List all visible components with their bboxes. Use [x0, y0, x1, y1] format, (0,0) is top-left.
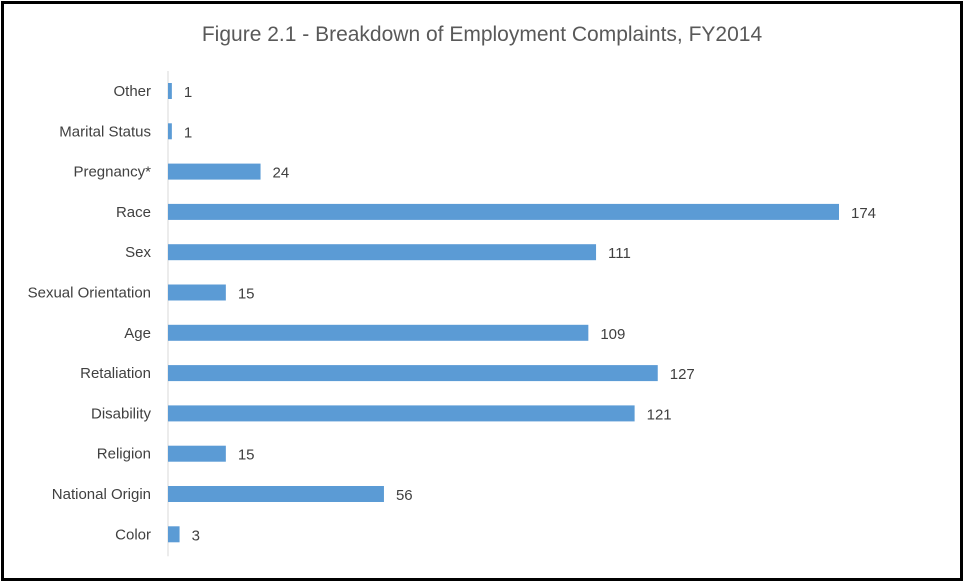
category-label: Disability — [91, 405, 152, 422]
bar — [168, 83, 172, 99]
category-label: Pregnancy* — [73, 164, 151, 181]
category-label: Marital Status — [59, 123, 151, 140]
category-label: Color — [115, 526, 151, 543]
value-label: 121 — [647, 406, 672, 423]
bar — [168, 324, 589, 341]
bar — [168, 244, 597, 261]
category-label: Retaliation — [80, 365, 151, 382]
value-label: 56 — [396, 487, 413, 504]
bar — [168, 284, 226, 301]
value-label: 3 — [192, 527, 200, 544]
value-label: 174 — [851, 205, 876, 222]
value-label: 15 — [238, 447, 255, 464]
bar — [168, 445, 226, 462]
value-label: 109 — [600, 326, 625, 343]
category-label: Race — [116, 204, 151, 221]
bar — [168, 365, 658, 382]
bar — [168, 486, 384, 502]
bar — [168, 405, 635, 422]
value-label: 1 — [184, 124, 192, 141]
bar — [168, 203, 839, 220]
chart-title: Figure 2.1 - Breakdown of Employment Com… — [201, 23, 763, 46]
category-label: Sex — [125, 244, 151, 261]
value-label: 15 — [238, 286, 255, 303]
category-label: Religion — [97, 446, 151, 463]
value-label: 127 — [670, 366, 695, 383]
category-label: Other — [113, 83, 151, 100]
bar — [168, 526, 180, 543]
category-label: National Origin — [52, 486, 151, 503]
value-label: 111 — [608, 245, 631, 262]
bar — [168, 163, 261, 180]
category-label: Sexual Orientation — [28, 285, 151, 302]
category-label: Age — [124, 325, 151, 342]
value-label: 1 — [184, 84, 192, 101]
bar — [168, 123, 172, 140]
value-label: 24 — [273, 165, 290, 182]
